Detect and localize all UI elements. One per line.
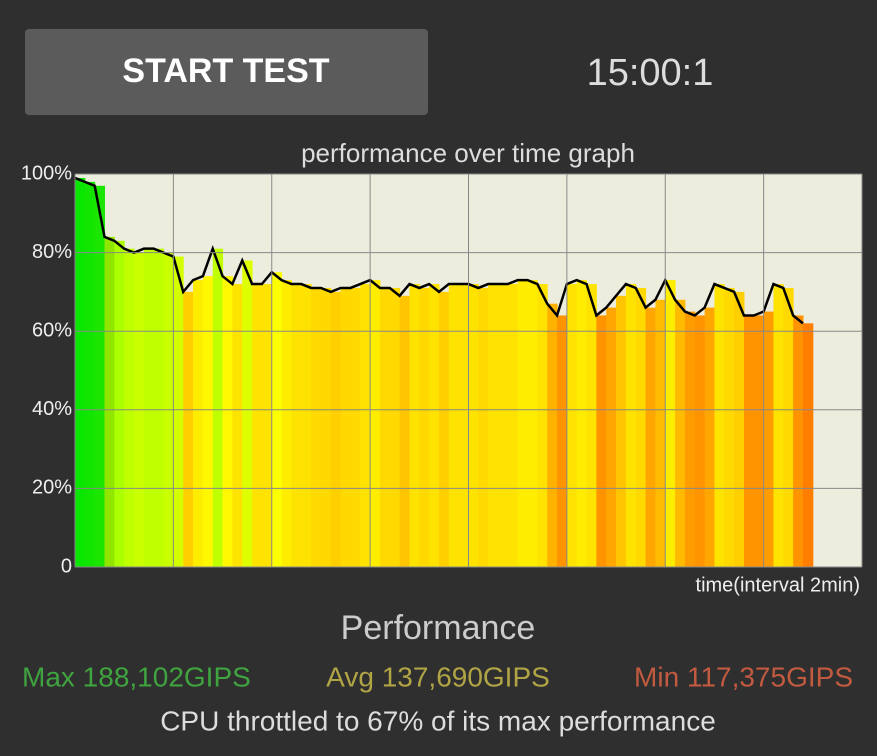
performance-column <box>212 248 224 568</box>
performance-column <box>488 284 499 567</box>
performance-column <box>281 280 292 567</box>
performance-column <box>714 284 725 567</box>
performance-column <box>645 307 656 567</box>
performance-column <box>84 181 96 568</box>
performance-column <box>724 287 735 567</box>
performance-column <box>350 287 361 567</box>
max-stat: Max 188,102GIPS <box>22 661 251 692</box>
x-axis-label: time(interval 2min) <box>696 574 860 596</box>
y-tick-label: 60% <box>32 319 72 341</box>
y-tick-label: 100% <box>21 162 72 184</box>
performance-column <box>635 287 647 567</box>
performance-column <box>576 280 588 567</box>
performance-column <box>291 284 302 567</box>
performance-column <box>763 311 774 567</box>
stats-heading: Performance <box>341 609 536 647</box>
performance-column <box>498 284 509 567</box>
performance-column <box>586 284 597 567</box>
y-tick-label: 80% <box>32 241 72 263</box>
performance-column <box>360 284 371 567</box>
performance-column <box>802 323 814 567</box>
performance-column <box>537 284 548 567</box>
performance-column <box>242 260 253 567</box>
performance-column <box>655 299 666 567</box>
performance-column <box>104 236 115 567</box>
y-tick-label: 40% <box>32 398 72 420</box>
performance-column <box>704 307 715 567</box>
performance-column <box>409 284 420 567</box>
performance-column <box>202 276 214 567</box>
performance-column <box>743 315 755 567</box>
performance-column <box>232 284 243 567</box>
performance-column <box>252 284 263 567</box>
y-tick-label: 0 <box>61 555 72 577</box>
performance-column <box>596 315 607 567</box>
performance-column <box>566 284 578 567</box>
performance-column <box>143 248 155 568</box>
performance-column <box>399 295 410 567</box>
performance-column <box>301 284 312 567</box>
performance-column <box>222 276 233 567</box>
performance-line <box>74 176 804 325</box>
performance-column <box>625 284 637 567</box>
performance-column <box>458 284 469 567</box>
performance-column <box>773 284 784 567</box>
summary: CPU throttled to 67% of its max performa… <box>160 705 716 736</box>
performance-column <box>261 284 273 567</box>
performance-column <box>370 280 381 567</box>
performance-column <box>429 284 440 567</box>
performance-column <box>379 287 391 567</box>
performance-column <box>75 177 86 567</box>
performance-column <box>271 272 283 567</box>
performance-column <box>684 311 696 567</box>
performance-column <box>527 280 538 567</box>
performance-column <box>793 315 804 567</box>
performance-column <box>753 315 765 567</box>
timer: 15:00:1 <box>587 52 714 94</box>
performance-column <box>557 315 568 567</box>
performance-column <box>665 280 676 567</box>
performance-column <box>330 291 342 567</box>
chart-title: performance over time graph <box>301 138 635 168</box>
performance-column <box>183 291 194 567</box>
performance-column <box>124 248 135 568</box>
performance-column <box>517 280 529 567</box>
performance-column <box>320 287 332 567</box>
performance-column <box>114 240 125 567</box>
performance-column <box>507 284 519 567</box>
performance-column <box>606 307 617 567</box>
performance-column <box>193 280 204 567</box>
performance-column <box>438 291 450 567</box>
performance-column <box>468 284 479 567</box>
y-tick-label: 20% <box>32 477 72 499</box>
performance-column <box>478 287 489 567</box>
performance-column <box>173 256 184 567</box>
performance-column <box>389 287 401 567</box>
button-label[interactable]: START TEST <box>122 52 329 90</box>
performance-column <box>311 287 322 567</box>
avg-stat: Avg 137,690GIPS <box>326 661 550 692</box>
performance-column <box>694 315 706 567</box>
performance-column <box>547 303 558 567</box>
performance-column <box>616 295 627 567</box>
min-stat: Min 117,375GIPS <box>634 661 853 692</box>
performance-column <box>153 248 165 568</box>
start-button[interactable] <box>25 29 428 115</box>
performance-column <box>340 287 351 567</box>
performance-column <box>448 284 460 567</box>
performance-column <box>94 185 106 568</box>
performance-column <box>675 299 686 567</box>
performance-column <box>783 287 794 567</box>
performance-column <box>734 291 745 567</box>
performance-column <box>419 287 430 567</box>
